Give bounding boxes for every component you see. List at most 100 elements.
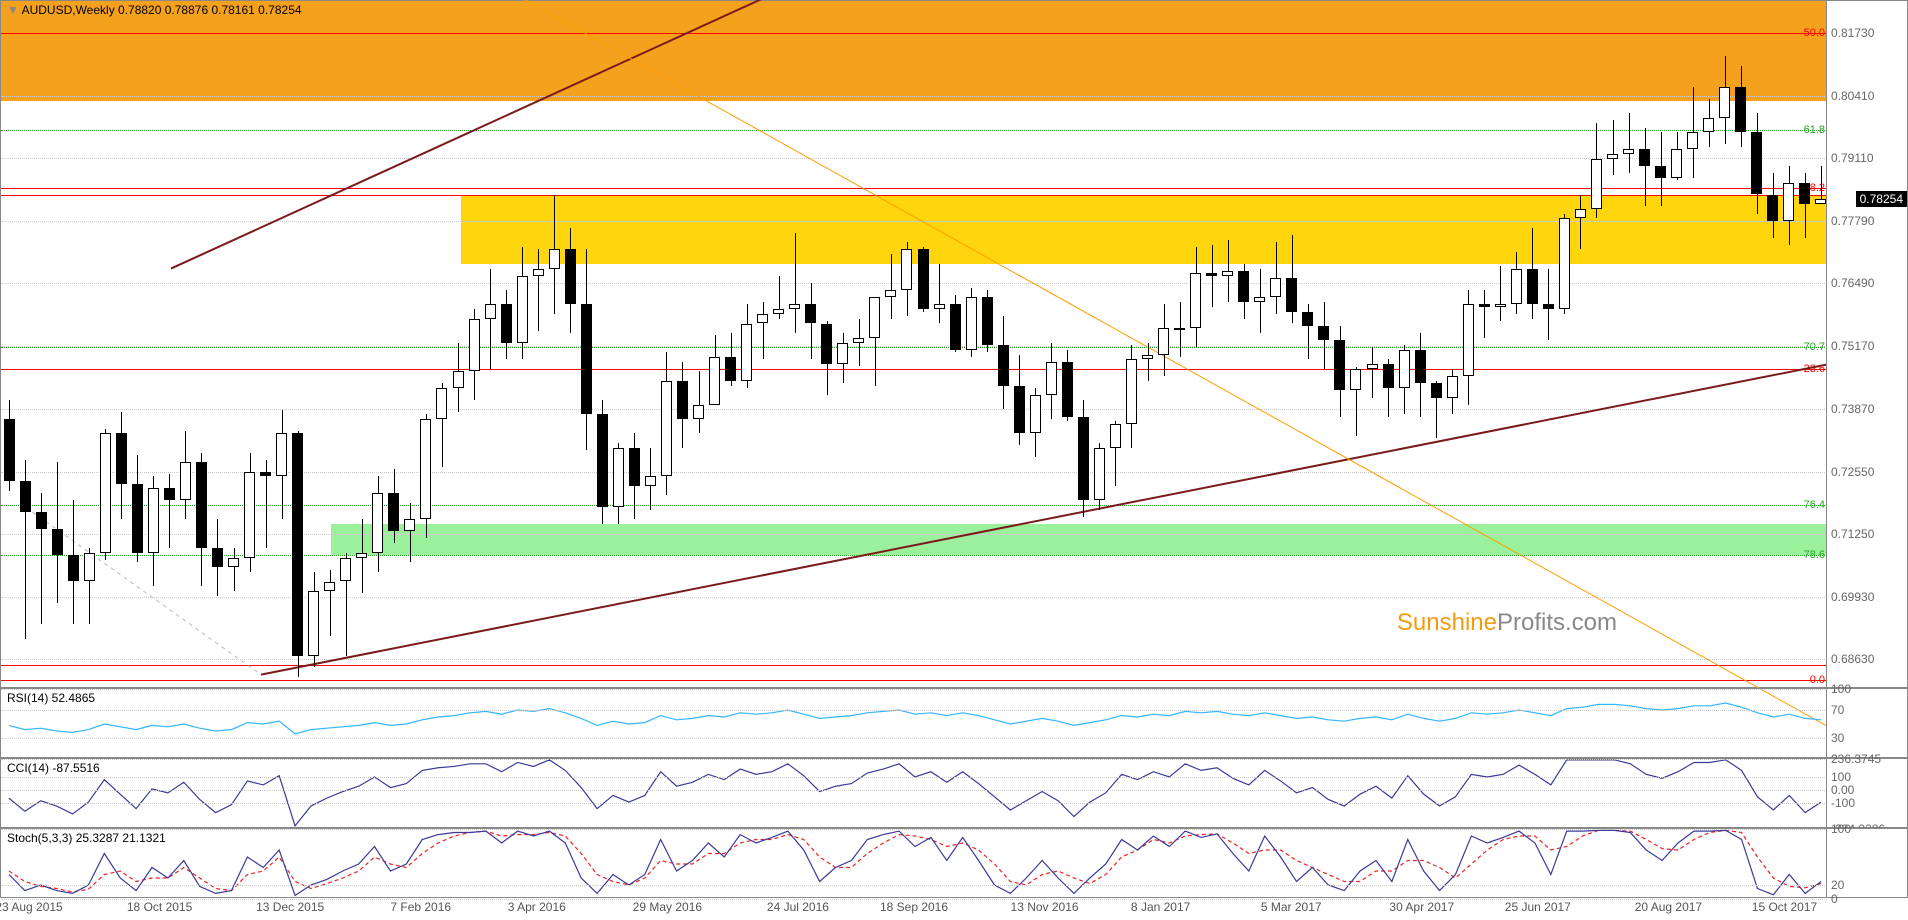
candle xyxy=(1062,362,1073,417)
candle xyxy=(1399,350,1410,388)
candle xyxy=(982,297,993,345)
candle xyxy=(356,553,367,558)
watermark: SunshineProfits.com xyxy=(1397,609,1617,637)
candle xyxy=(1046,362,1057,395)
candle xyxy=(148,488,159,553)
rsi-title: RSI(14) 52.4865 xyxy=(7,691,95,705)
candle xyxy=(501,304,512,342)
cci-line-svg xyxy=(1,759,1829,829)
x-axis-label: 5 Mar 2017 xyxy=(1261,900,1322,914)
candle xyxy=(485,304,496,318)
x-axis-label: 25 Jun 2017 xyxy=(1505,900,1571,914)
candle xyxy=(1719,87,1730,118)
candle xyxy=(581,304,592,414)
x-axis-label: 18 Sep 2016 xyxy=(880,900,948,914)
rsi-line-svg xyxy=(1,689,1829,759)
fib-label: 78.6 xyxy=(1804,549,1825,561)
candle xyxy=(629,448,640,486)
candle xyxy=(1415,350,1426,383)
candle xyxy=(1126,359,1137,424)
cci-plot-area: CCI(14) -87.5516 xyxy=(1,759,1827,827)
indicator-tick: 100 xyxy=(1831,682,1851,696)
indicator-tick: 70 xyxy=(1831,703,1844,717)
price-tick: 0.77790 xyxy=(1831,214,1874,228)
x-axis-label: 7 Feb 2016 xyxy=(390,900,451,914)
candle xyxy=(517,276,528,343)
candle xyxy=(164,488,175,500)
x-axis-label: 3 Apr 2016 xyxy=(508,900,566,914)
candle xyxy=(1511,269,1522,305)
candle xyxy=(1607,154,1618,159)
fib-label: 76.4 xyxy=(1804,499,1825,511)
candle xyxy=(244,472,255,558)
candle xyxy=(805,304,816,323)
candle xyxy=(260,472,271,477)
x-axis-label: 18 Oct 2015 xyxy=(127,900,192,914)
candle xyxy=(1495,304,1506,306)
candle xyxy=(212,548,223,567)
fib-label: 61.8 xyxy=(1804,124,1825,136)
candle xyxy=(1254,297,1265,302)
candle xyxy=(1799,183,1810,205)
candle xyxy=(693,405,704,419)
candle xyxy=(453,371,464,388)
x-axis-label: 29 May 2016 xyxy=(633,900,702,914)
stoch-title: Stoch(5,3,3) 25.3287 21.1321 xyxy=(7,831,166,845)
candle xyxy=(709,357,720,405)
candle xyxy=(404,519,415,531)
stoch-plot-area: Stoch(5,3,3) 25.3287 21.1321 xyxy=(1,829,1827,897)
price-tick: 0.71250 xyxy=(1831,527,1874,541)
candle xyxy=(4,419,15,481)
candle xyxy=(1479,304,1490,306)
candle xyxy=(853,338,864,343)
candle xyxy=(1270,278,1281,297)
candle xyxy=(1623,149,1634,154)
candle xyxy=(420,419,431,519)
candle xyxy=(549,249,560,268)
candle xyxy=(1174,328,1185,330)
candle xyxy=(661,381,672,477)
candle xyxy=(1206,273,1217,275)
stoch-line-svg xyxy=(1,829,1829,899)
candle xyxy=(885,290,896,297)
candle xyxy=(100,433,111,552)
candle xyxy=(533,269,544,276)
candle xyxy=(1527,269,1538,305)
candle xyxy=(1334,340,1345,390)
candle xyxy=(613,448,624,508)
price-tick: 0.69930 xyxy=(1831,590,1874,604)
candle xyxy=(1142,355,1153,360)
x-axis-label: 13 Nov 2016 xyxy=(1011,900,1079,914)
x-axis-label: 23 Aug 2015 xyxy=(0,900,63,914)
indicator-tick: 100 xyxy=(1831,822,1851,836)
candle xyxy=(1671,149,1682,178)
indicator-tick: 100 xyxy=(1831,770,1851,784)
price-tick: 0.75170 xyxy=(1831,339,1874,353)
candle xyxy=(1543,304,1554,309)
watermark-part2: Profits.com xyxy=(1497,609,1617,636)
candle xyxy=(901,249,912,290)
candle xyxy=(1030,395,1041,433)
x-axis-label: 13 Dec 2015 xyxy=(256,900,324,914)
indicator-tick: -100 xyxy=(1831,796,1855,810)
candle xyxy=(436,388,447,419)
price-tick: 0.68630 xyxy=(1831,652,1874,666)
candle xyxy=(757,314,768,324)
x-axis: 23 Aug 2015 18 Oct 2015 13 Dec 2015 7 Feb 2… xyxy=(0,898,1908,920)
price-plot-area: 50.038.223.60.0 61.870.776.478.6 Sunshin… xyxy=(1,1,1827,687)
stoch-y-axis: 100200 xyxy=(1826,829,1907,897)
x-axis-label: 24 Jul 2016 xyxy=(767,900,829,914)
indicator-tick: 0.00 xyxy=(1831,783,1854,797)
candle xyxy=(1767,195,1778,221)
candle xyxy=(228,558,239,568)
candle xyxy=(1815,199,1826,204)
candle xyxy=(1559,218,1570,309)
candle xyxy=(725,357,736,381)
candle xyxy=(469,319,480,372)
candle xyxy=(36,512,47,529)
candle xyxy=(1350,369,1361,391)
candle xyxy=(1318,326,1329,340)
support-zone-yellow xyxy=(461,195,1829,264)
fib-label: 23.6 xyxy=(1804,363,1825,375)
trendlines-svg xyxy=(1,1,1829,689)
